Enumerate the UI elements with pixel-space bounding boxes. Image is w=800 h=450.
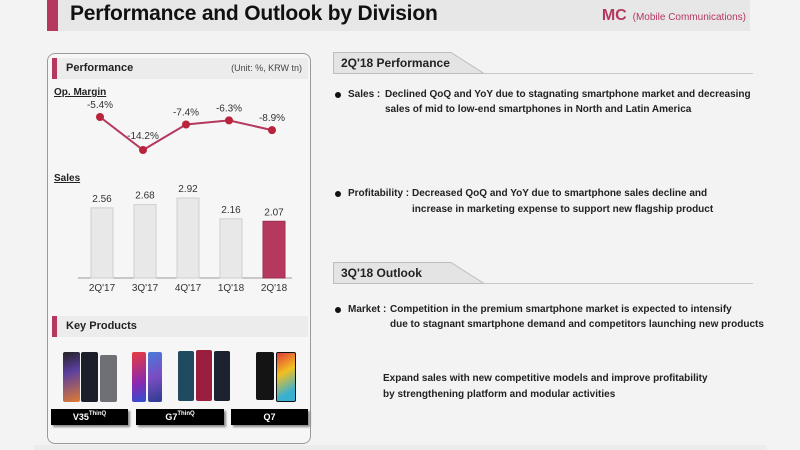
op-margin-point (139, 146, 147, 154)
bullet-key: Market : (348, 304, 387, 315)
performance-tab-header: 2Q'18 Performance (333, 52, 753, 74)
division-label: MC (Mobile Communications) (602, 7, 746, 25)
product-label-v35: V35ThinQ (51, 409, 128, 425)
q7-phone-image (276, 352, 296, 402)
performance-panel: Performance (Unit: %, KRW tn) Op. Margin… (47, 53, 311, 444)
footer-strip (34, 445, 767, 450)
key-products-section-header: Key Products (52, 316, 308, 337)
page-title: Performance and Outlook by Division (70, 2, 438, 25)
bullet-text-line1: Declined QoQ and YoY due to stagnating s… (385, 89, 751, 100)
bullet-key: Profitability : (348, 188, 410, 199)
plan-line2: by strengthening platform and modular ac… (383, 389, 616, 400)
outlook-plan: Expand sales with new competitive models… (383, 371, 708, 403)
op-margin-value-label: -7.4% (173, 108, 199, 119)
product-suffix: ThinQ (177, 411, 195, 417)
sales-value-label: 2.68 (135, 191, 155, 202)
op-margin-point (225, 116, 233, 125)
v35-phone-image (63, 352, 80, 402)
product-images (48, 349, 312, 429)
division-name: (Mobile Communications) (632, 12, 746, 23)
sales-bar (176, 197, 200, 279)
bullet-key: Sales : (348, 89, 381, 100)
section-accent-bar (52, 316, 57, 337)
sales-bar (219, 218, 243, 279)
q7-phone-image (256, 352, 274, 400)
v35-phone-image (81, 352, 98, 402)
header-accent-bar (47, 0, 58, 31)
sales-category-label: 4Q'17 (175, 283, 202, 294)
sales-value-label: 2.16 (221, 205, 241, 216)
sales-bar (90, 207, 114, 279)
sales-label: Sales (54, 173, 81, 184)
sales-category-label: 1Q'18 (218, 283, 245, 294)
sales-value-label: 2.56 (92, 194, 112, 205)
bullet-text-line2: sales of mid to low-end smartphones in N… (385, 104, 692, 115)
sales-category-label: 2Q'18 (261, 283, 288, 294)
performance-title: Performance (66, 62, 134, 74)
section-accent-bar (52, 58, 57, 79)
header-band (47, 0, 750, 31)
op-margin-point (268, 126, 276, 135)
division-code: MC (601, 7, 627, 24)
product-label-q7: Q7 (231, 409, 308, 425)
op-margin-value-label: -5.4% (87, 100, 113, 111)
key-products-title: Key Products (66, 320, 137, 332)
sales-category-label: 2Q'17 (89, 283, 116, 294)
bullet-icon (335, 191, 341, 197)
g7-phone-image (196, 350, 212, 401)
product-name: G7 (165, 412, 178, 422)
op-margin-value-label: -6.3% (216, 103, 242, 114)
performance-section-header: Performance (Unit: %, KRW tn) (52, 58, 308, 79)
bullet-text-line1: Decreased QoQ and YoY due to smartphone … (412, 188, 708, 199)
product-name: V35 (72, 412, 89, 422)
v35-phone-image (100, 355, 117, 402)
performance-heading: 2Q'18 Performance (341, 56, 450, 70)
g7-phone-image (132, 352, 146, 402)
unit-label: (Unit: %, KRW tn) (231, 63, 302, 73)
op-margin-point (96, 113, 104, 121)
op-margin-label: Op. Margin (54, 87, 107, 98)
product-name: Q7 (263, 412, 276, 422)
product-suffix: ThinQ (88, 411, 107, 417)
performance-charts: -5.4% -14.2% -7.4% -6.3% -8.9% 2.56 2Q'17 2.68 3… (78, 100, 292, 294)
divider-line (483, 73, 753, 74)
g7-phone-image (214, 351, 230, 401)
g7-phone-image (178, 351, 194, 401)
op-margin-point (182, 120, 190, 129)
outlook-tab-header: 3Q'18 Outlook (333, 262, 753, 284)
g7-phone-image (148, 352, 162, 402)
op-margin-value-label: -8.9% (259, 113, 285, 124)
product-label-g7: G7ThinQ (136, 409, 224, 425)
bullet-text-line2: increase in marketing expense to support… (412, 204, 714, 215)
plan-line1: Expand sales with new competitive models… (383, 373, 708, 384)
sales-bar (262, 220, 286, 279)
bullet-text-line1: Competition in the premium smartphone ma… (390, 304, 732, 315)
divider-line (483, 283, 753, 284)
op-margin-value-label: -14.2% (127, 131, 159, 142)
bullet-icon (335, 307, 341, 313)
bullet-text-line2: due to stagnant smartphone demand and co… (390, 319, 764, 330)
sales-category-label: 3Q'17 (132, 283, 159, 294)
sales-value-label: 2.92 (178, 184, 198, 195)
sales-value-label: 2.07 (264, 207, 284, 218)
bullet-icon (335, 92, 341, 98)
sales-bar (133, 204, 157, 279)
outlook-heading: 3Q'18 Outlook (341, 266, 422, 280)
